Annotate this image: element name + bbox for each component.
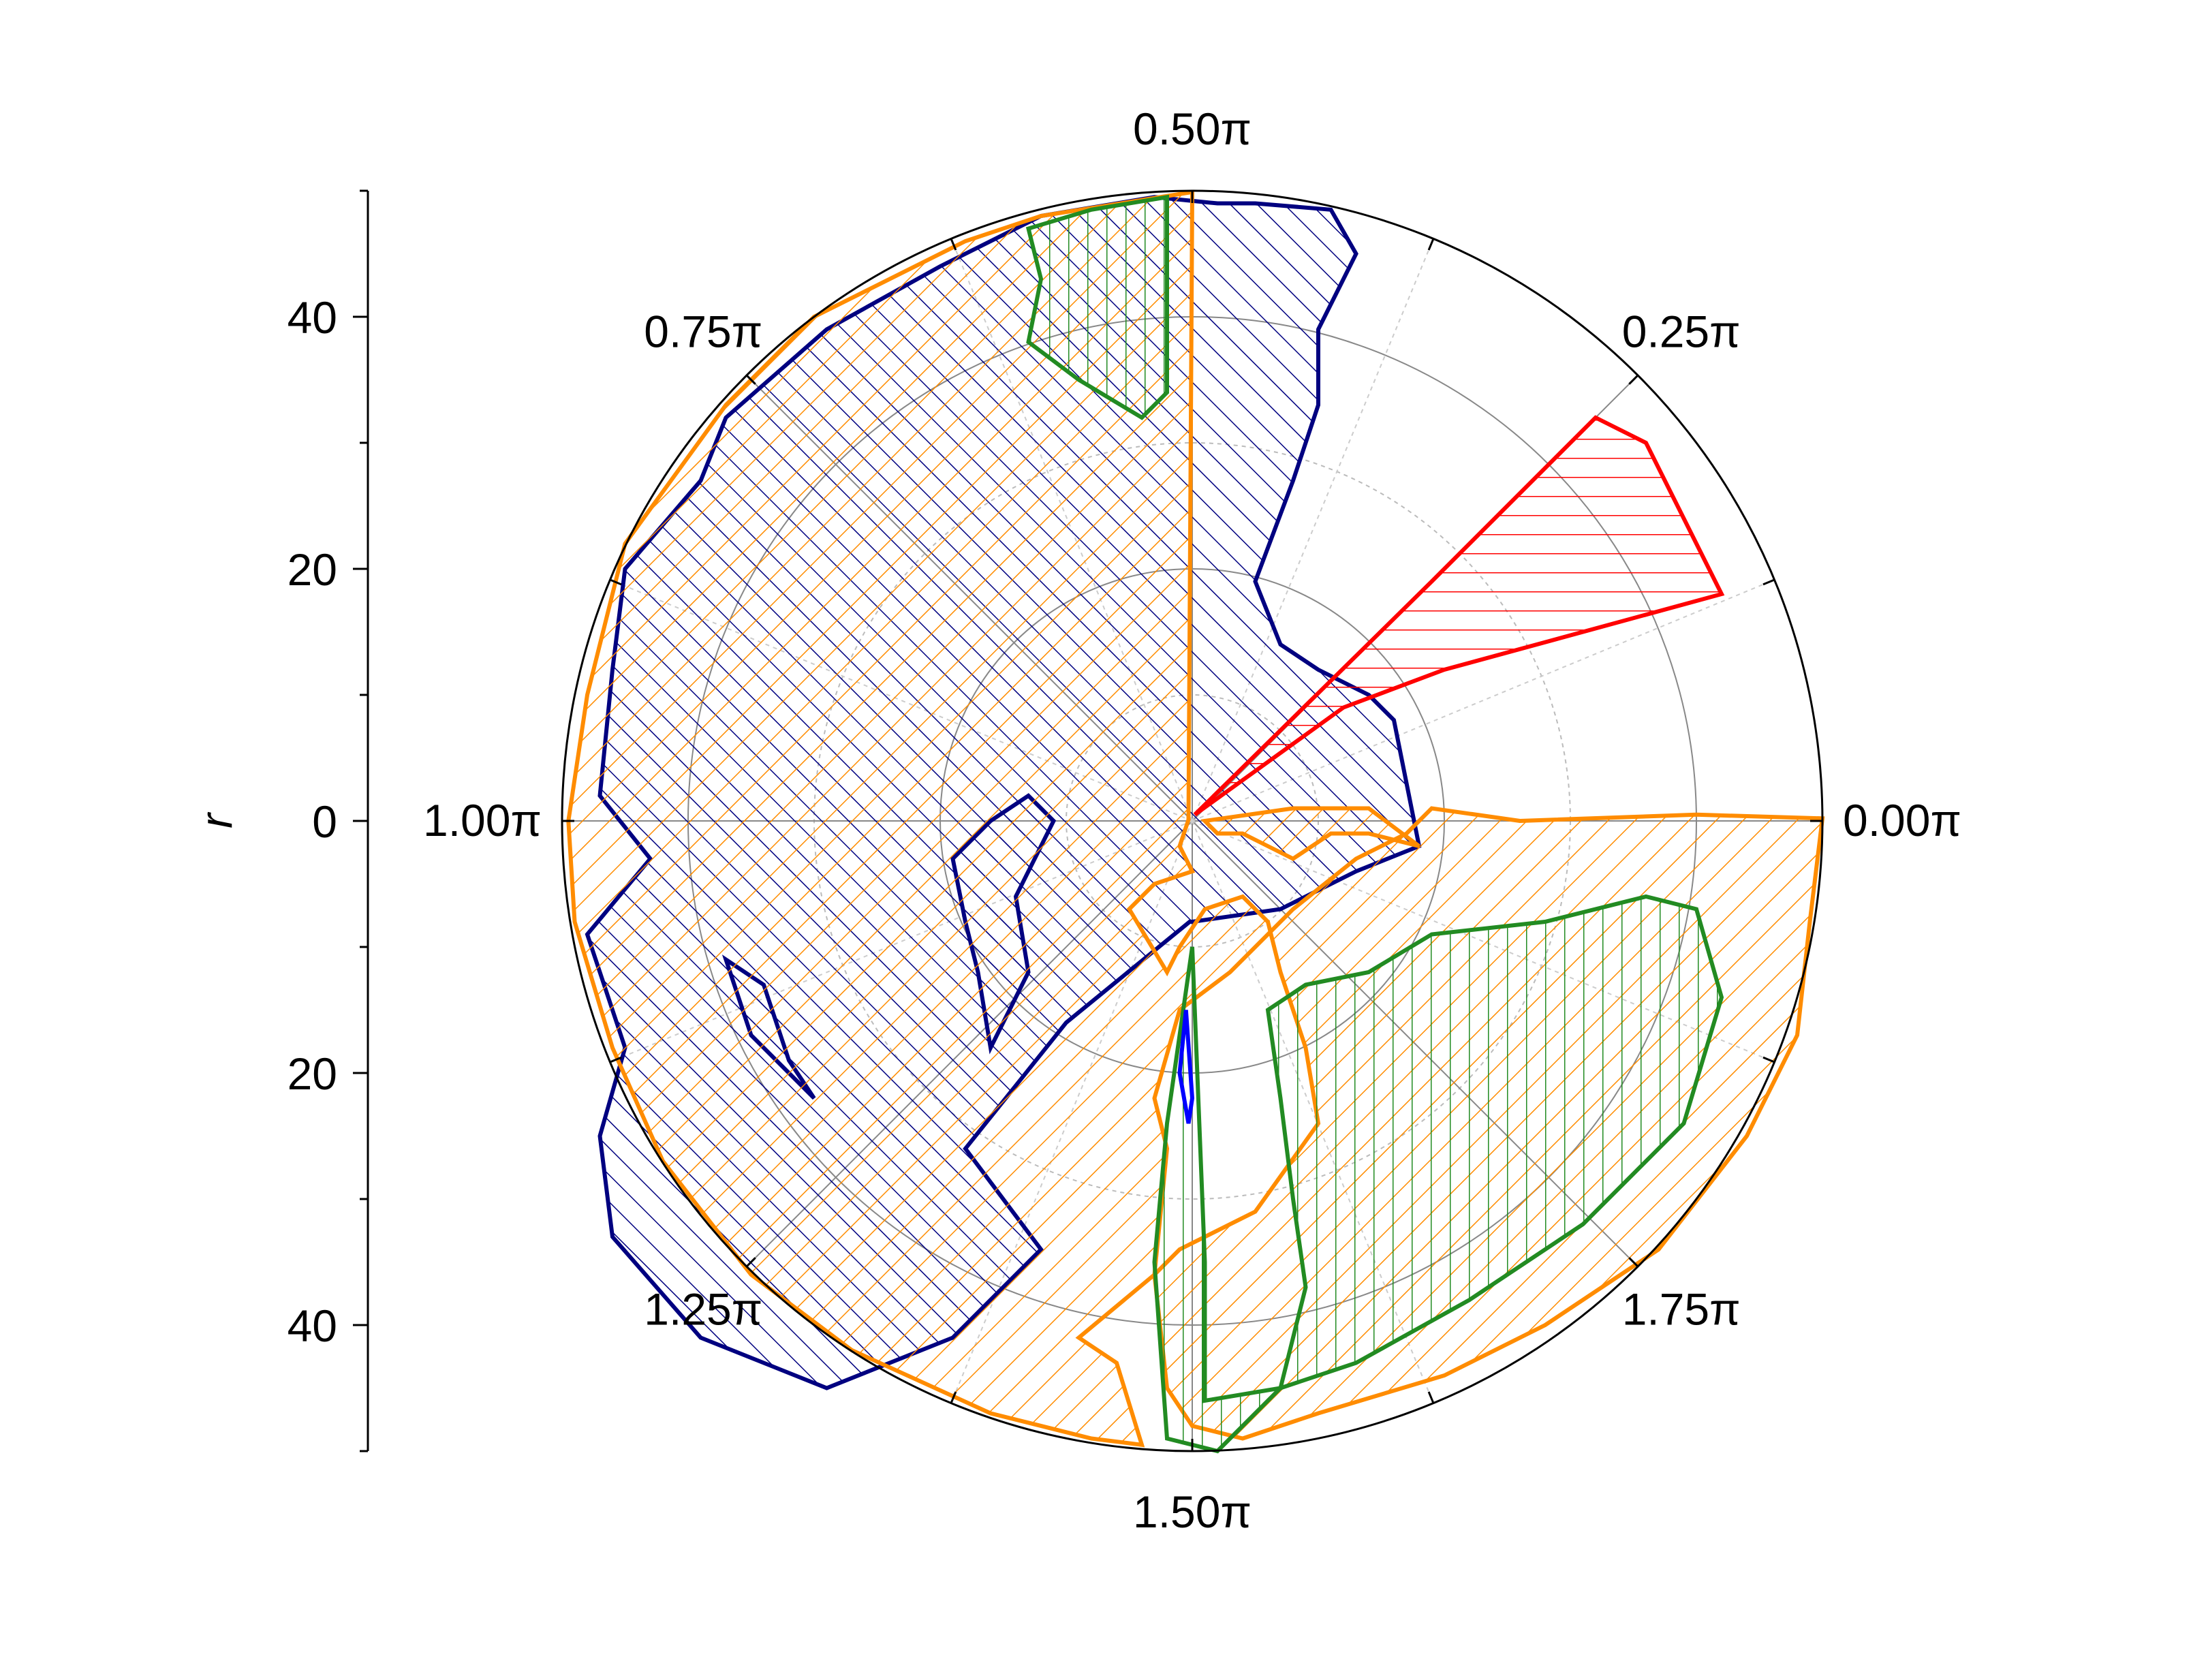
r-axis: r 40 20 0 20 40	[191, 189, 369, 1452]
angular-tick	[1762, 578, 1775, 586]
angle-labels: 0.00π 0.25π 0.50π 0.75π 1.00π 1.25π 1.50π 1.75π	[423, 104, 1961, 1537]
angle-label: 0.00π	[1843, 795, 1961, 845]
angular-minor-gridline	[1192, 579, 1775, 822]
angle-label: 0.75π	[644, 306, 762, 356]
angular-tick	[745, 374, 756, 385]
angular-tick	[1628, 374, 1639, 385]
series-region-7	[1193, 415, 1725, 817]
angular-tick	[950, 238, 957, 251]
angular-minor-gridline	[1192, 238, 1434, 822]
angular-tick	[1762, 1056, 1775, 1063]
angle-label: 0.50π	[1133, 104, 1252, 154]
angular-tick	[745, 1257, 756, 1268]
series-layer	[566, 189, 1825, 1454]
angular-tick	[1427, 238, 1435, 251]
series-region-4	[1200, 806, 1420, 861]
angle-label: 1.00π	[423, 795, 542, 845]
series-region-8	[1177, 1010, 1195, 1124]
angular-tick	[609, 578, 622, 586]
angular-tick	[609, 1056, 622, 1063]
series-region-5	[1025, 194, 1169, 420]
angular-tick	[1427, 1391, 1435, 1404]
angle-label: 0.25π	[1622, 306, 1741, 356]
r-axis-tick-label: 20	[288, 1048, 337, 1099]
r-axis-tick-label: 0	[312, 796, 337, 847]
r-axis-tick-label: 40	[288, 1301, 337, 1351]
angle-label: 1.50π	[1133, 1487, 1252, 1537]
angle-label: 1.75π	[1622, 1284, 1741, 1335]
angle-label: 1.25π	[644, 1284, 762, 1335]
r-axis-tick-label: 40	[288, 292, 337, 343]
angular-tick	[950, 1391, 957, 1404]
polar-outline	[561, 189, 1824, 1452]
r-axis-title: r	[191, 811, 241, 828]
r-axis-tick-label: 20	[288, 544, 337, 595]
angular-tick	[1628, 1257, 1639, 1268]
